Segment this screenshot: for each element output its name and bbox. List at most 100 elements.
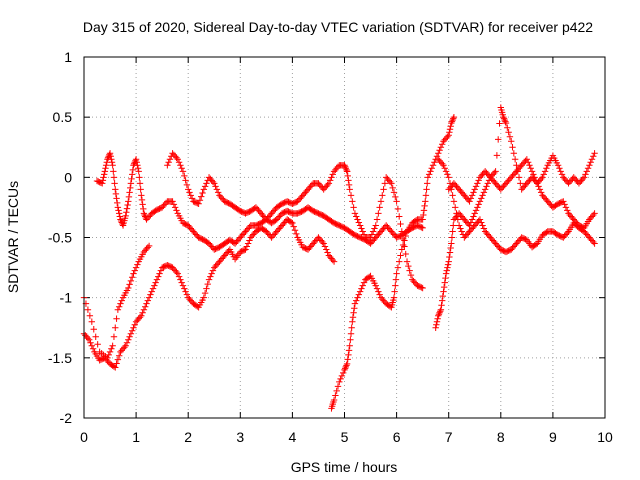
data-point <box>333 387 340 395</box>
data-point <box>457 225 464 232</box>
data-point <box>336 378 343 386</box>
data-point <box>131 267 138 274</box>
data-point <box>128 274 136 281</box>
data-point <box>448 118 456 125</box>
data-point <box>441 165 448 172</box>
data-point <box>450 115 457 122</box>
data-point <box>458 228 465 235</box>
data-point <box>198 193 205 200</box>
data-point <box>375 288 382 295</box>
data-point <box>130 270 137 277</box>
data-point <box>128 327 136 334</box>
x-tick-label: 9 <box>549 429 557 445</box>
data-point <box>354 216 361 223</box>
data-point <box>183 181 191 189</box>
data-point <box>583 168 590 175</box>
data-point <box>108 159 116 166</box>
data-point <box>136 174 143 181</box>
data-point <box>246 237 253 244</box>
data-point <box>114 204 122 211</box>
data-point <box>554 162 562 169</box>
data-point <box>136 180 144 187</box>
data-point <box>540 171 547 178</box>
data-point <box>112 324 119 331</box>
plot-frame <box>83 56 606 419</box>
data-point <box>433 321 440 328</box>
data-point <box>133 159 140 166</box>
data-point <box>419 216 426 223</box>
data-point <box>114 356 122 363</box>
data-point <box>531 174 538 181</box>
data-point <box>115 210 123 217</box>
data-point <box>560 198 567 205</box>
data-point <box>449 192 456 199</box>
data-point <box>136 314 144 321</box>
data-point <box>440 288 447 295</box>
data-point <box>442 274 449 282</box>
data-point <box>444 264 451 271</box>
data-point <box>345 347 353 354</box>
data-point <box>444 171 451 178</box>
data-point <box>350 204 357 211</box>
data-point <box>145 294 153 301</box>
data-point <box>474 180 481 187</box>
data-point <box>524 159 532 166</box>
data-point <box>422 198 429 205</box>
data-point <box>125 336 132 343</box>
data-point <box>113 315 120 322</box>
data-point <box>376 204 383 211</box>
data-point <box>347 336 354 343</box>
data-point <box>472 207 480 214</box>
y-tick-label: -1.5 <box>48 350 72 366</box>
data-point <box>324 181 331 189</box>
data-point <box>373 285 381 292</box>
data-point <box>124 201 131 209</box>
data-point <box>393 198 400 205</box>
data-point <box>88 342 96 349</box>
data-point <box>475 201 482 208</box>
data-point <box>446 253 453 261</box>
data-point <box>435 150 442 157</box>
data-point <box>205 276 213 283</box>
data-point <box>359 282 366 289</box>
data-point <box>483 183 490 190</box>
data-point <box>87 339 94 346</box>
data-point <box>391 288 398 295</box>
data-point <box>170 201 178 208</box>
data-point <box>450 113 458 121</box>
data-point <box>125 193 133 201</box>
data-point <box>480 189 488 196</box>
data-point <box>171 204 179 211</box>
data-point <box>346 342 353 349</box>
data-point <box>341 365 349 372</box>
data-point <box>388 180 395 187</box>
data-point <box>341 163 349 171</box>
data-point <box>122 342 129 349</box>
data-point <box>418 224 425 231</box>
data-point <box>418 284 425 291</box>
data-point <box>115 303 123 310</box>
data-point <box>424 180 431 187</box>
data-point <box>492 168 499 175</box>
data-point <box>112 364 119 371</box>
data-point <box>450 198 458 205</box>
data-point <box>510 150 518 157</box>
data-point <box>381 180 389 187</box>
data-point <box>444 261 452 268</box>
data-point <box>438 141 446 148</box>
data-point <box>349 318 356 325</box>
data-point <box>476 198 484 205</box>
data-point <box>143 300 150 307</box>
data-point <box>500 115 508 122</box>
x-tick-label: 5 <box>341 429 349 445</box>
data-point <box>109 162 116 169</box>
data-point <box>119 220 126 228</box>
data-point <box>145 242 153 250</box>
data-point <box>350 309 357 316</box>
data-point <box>423 186 430 193</box>
data-point <box>334 383 342 390</box>
data-point <box>208 270 215 277</box>
data-point <box>436 147 443 154</box>
data-point <box>324 249 331 256</box>
data-point <box>445 258 452 265</box>
